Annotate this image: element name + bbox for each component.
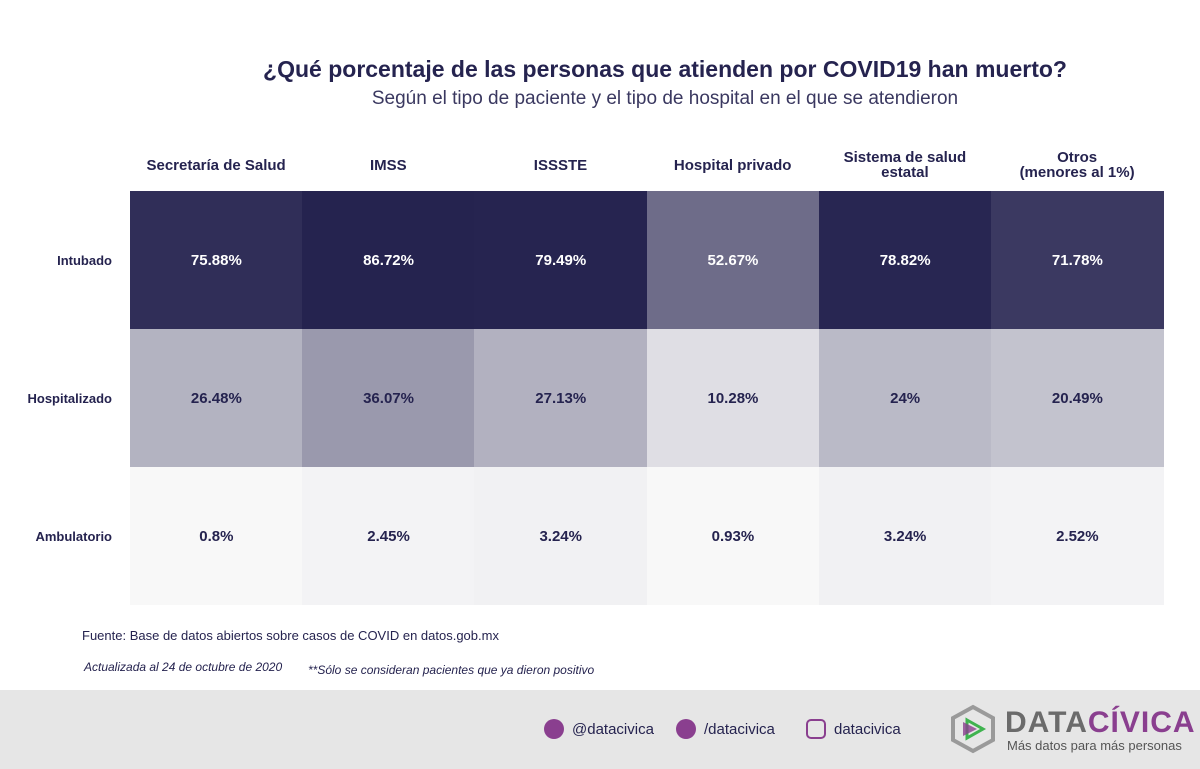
cell: 75.88% [130,191,303,329]
footer-band [0,690,1200,769]
logo-text: DATACÍVICA [1005,706,1196,740]
twitter[interactable]: @datacivica [544,719,654,739]
cell: 2.52% [991,467,1164,605]
cell: 36.07% [302,329,475,467]
cell: 27.13% [474,329,648,467]
subtitle: Según el tipo de paciente y el tipo de h… [371,88,959,109]
note: **Sólo se consideran pacientes que ya di… [308,663,595,677]
instagram-icon [806,719,826,739]
cell: 86.72% [302,191,475,329]
cell: 3.24% [474,467,648,605]
row-header: Intubado [57,252,112,268]
cell: 0.8% [130,467,303,605]
facebook[interactable]: /datacivica [676,719,775,739]
column-header: Secretaría de Salud [146,156,286,174]
tagline: Más datos para más personas [1007,738,1182,753]
logo-a: DATA [1005,706,1088,739]
column-header: ISSSTE [533,156,588,174]
cell: 71.78% [991,191,1164,329]
twitter-icon [544,719,564,739]
instagram[interactable]: datacivica [806,719,901,739]
column-header: Sistema de salud estatal [843,149,967,181]
source: Fuente: Base de datos abiertos sobre cas… [82,628,499,643]
facebook-handle: /datacivica [704,720,775,738]
column-header: IMSS [369,156,407,174]
twitter-handle: @datacivica [572,720,654,738]
cell: 20.49% [991,329,1164,467]
cell: 52.67% [646,191,820,329]
logo-icon [951,704,995,754]
cell: 79.49% [474,191,648,329]
instagram-handle: datacivica [834,720,901,738]
row-header: Ambulatorio [35,528,112,544]
cell: 10.28% [646,329,820,467]
cell: 24% [818,329,992,467]
title: ¿Qué porcentaje de las personas que atie… [263,56,1067,82]
cell: 26.48% [130,329,303,467]
column-header: Otros (menores al 1%) [1019,149,1135,181]
cell: 2.45% [302,467,475,605]
cell: 3.24% [818,467,992,605]
column-header: Hospital privado [673,156,792,174]
row-header: Hospitalizado [27,390,112,406]
cell: 0.93% [646,467,820,605]
cell: 78.82% [818,191,992,329]
facebook-icon [676,719,696,739]
logo-b: CÍVICA [1087,706,1196,739]
updated: Actualizada al 24 de octubre de 2020 [84,660,283,674]
